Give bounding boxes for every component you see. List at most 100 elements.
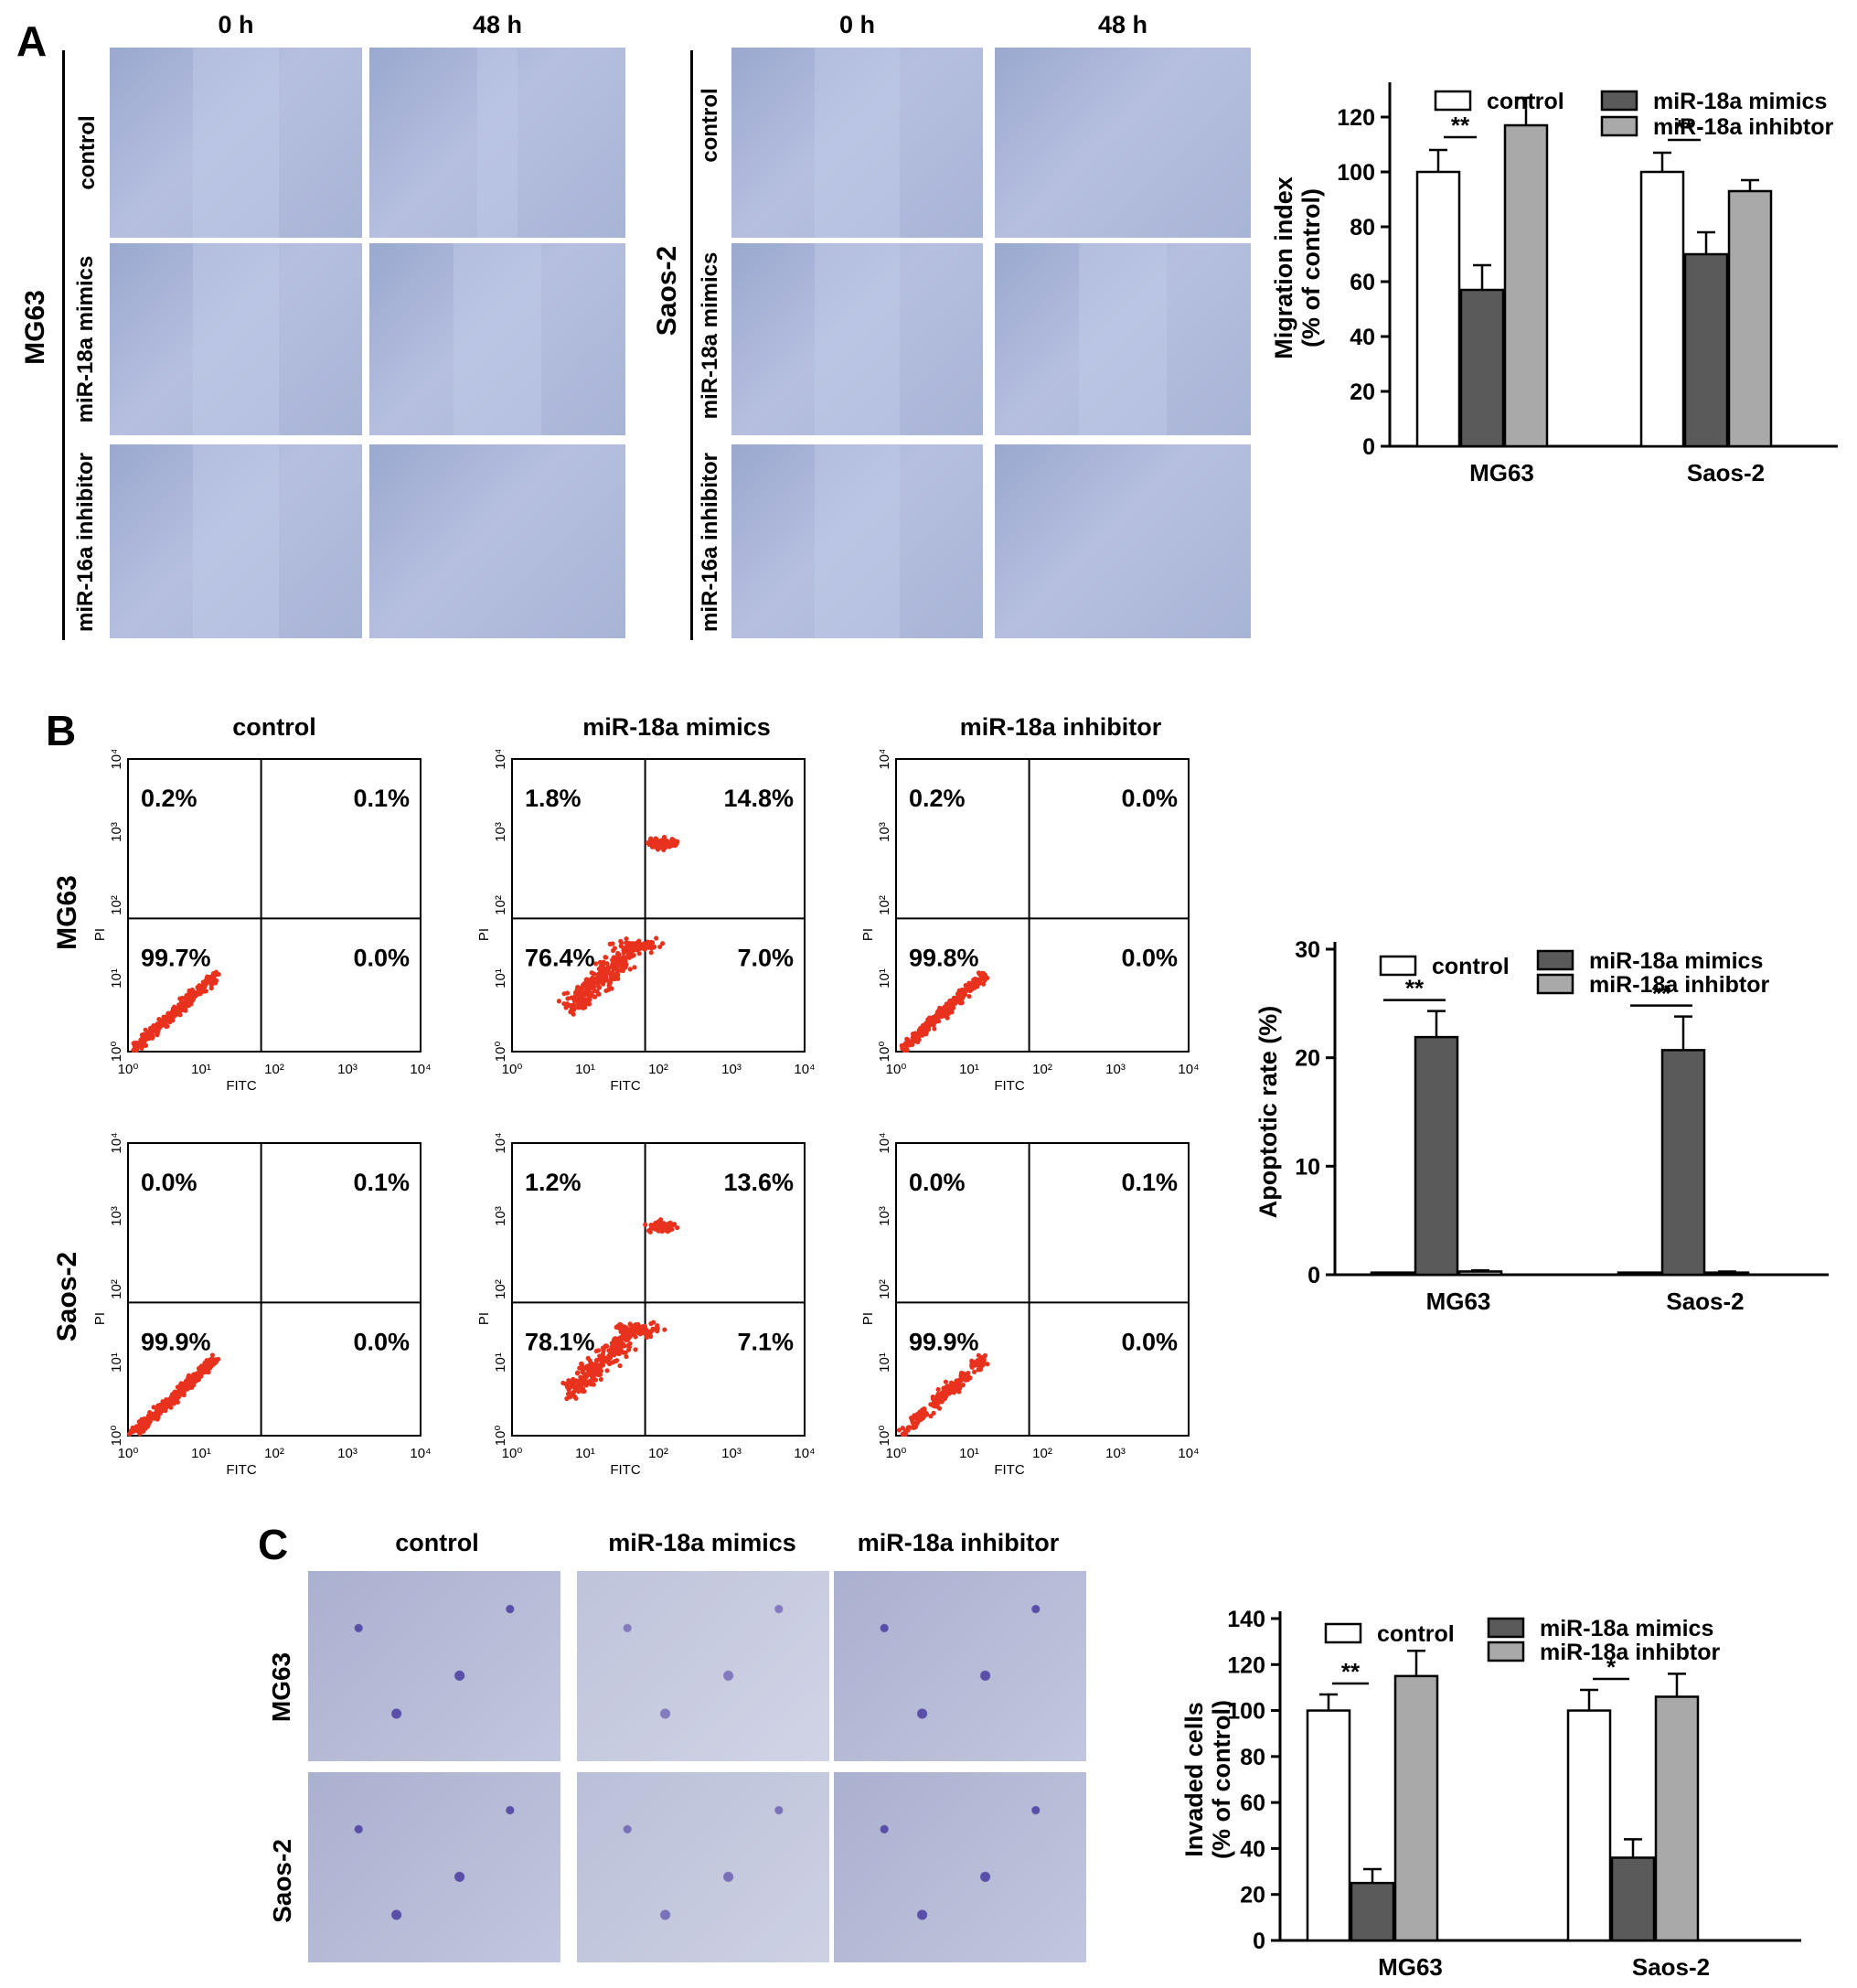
flow-event [584, 977, 590, 982]
flow-event [596, 985, 603, 990]
flow-event [595, 990, 601, 997]
flow-event [618, 967, 624, 973]
y-tick-label: 0 [1307, 1263, 1320, 1288]
flow-event [673, 842, 678, 848]
flow-x-tick: 10³ [337, 1062, 358, 1077]
flow-y-tick: 10² [877, 1279, 892, 1299]
flow-y-tick: 10² [877, 895, 892, 915]
quadrant-label-ur: 13.6% [723, 1169, 794, 1196]
flow-event [950, 999, 956, 1005]
bar [1457, 1270, 1503, 1277]
flow-event [652, 840, 658, 846]
flow-event [560, 1380, 566, 1386]
flow-event [647, 1229, 653, 1234]
flow-event [582, 1365, 587, 1371]
flow-event [175, 1390, 180, 1395]
flow-event [958, 1370, 965, 1376]
flow-event [614, 1324, 619, 1331]
flow-y-tick: 10² [109, 895, 124, 915]
flow-event [934, 1010, 940, 1016]
flow-event [603, 970, 609, 976]
micro-c-mg63-inhibitor [834, 1571, 1086, 1761]
flow-event [583, 984, 589, 989]
flow-event [642, 946, 647, 952]
flow-event [155, 1031, 160, 1037]
flow-event [932, 1026, 937, 1031]
flow-event [976, 1352, 981, 1358]
flow-event [623, 1350, 628, 1355]
quadrant-label-lr: 7.0% [737, 944, 794, 971]
flow-event [963, 1373, 968, 1378]
flow-event [575, 985, 582, 990]
legend-label: miR-18a mimics [1540, 1616, 1713, 1641]
flow-y-tick: 10¹ [493, 1352, 508, 1373]
flow-x-tick: 10⁰ [886, 1446, 907, 1461]
flow-event [630, 944, 635, 949]
flow-event [935, 1394, 941, 1400]
y-tick-label: 20 [1295, 1046, 1320, 1072]
flow-events [560, 1217, 680, 1402]
flow-event [937, 1398, 943, 1404]
flow-x-tick: 10³ [721, 1062, 742, 1077]
bar [1566, 1709, 1612, 1942]
legend-swatch [1536, 949, 1574, 971]
flow-x-tick: 10² [264, 1062, 284, 1077]
y-axis-label: Apoptotic rate (%) [1254, 1006, 1282, 1219]
flow-event [589, 983, 594, 989]
micro-c-saos-inhibitor [834, 1772, 1086, 1962]
flow-event [620, 1335, 625, 1341]
flow-event [938, 1008, 944, 1013]
flow-event [624, 935, 629, 942]
quadrant-label-ur: 0.1% [1121, 1169, 1178, 1196]
flow-event [576, 1389, 582, 1395]
y-axis-label: Invaded cells [1180, 1702, 1208, 1857]
flow-event [654, 935, 659, 941]
y-tick-label: 80 [1350, 215, 1375, 240]
flow-event [565, 1002, 571, 1008]
x-tick-label: Saos-2 [1687, 459, 1765, 486]
flow-event [609, 1344, 614, 1350]
flow-event [933, 1401, 938, 1406]
flow-event [675, 1224, 680, 1231]
flow-x-tick: 10⁰ [502, 1062, 523, 1077]
flow-x-tick: 10² [648, 1062, 668, 1077]
legend-label: miR-18a inhibtor [1653, 114, 1834, 140]
flow-event [643, 1222, 648, 1227]
flow-event [198, 1363, 204, 1370]
flow-event [586, 996, 592, 1002]
flow-event [175, 1010, 180, 1015]
flow-event [168, 1399, 175, 1405]
flow-event [185, 997, 191, 1002]
flow-event [567, 1391, 572, 1396]
flow-event [580, 999, 585, 1005]
quadrant-label-ul: 1.8% [525, 785, 582, 812]
flow-y-label: PI [92, 928, 108, 941]
flow-event [586, 1370, 592, 1376]
flow-y-tick: 10³ [877, 1206, 892, 1226]
flow-x-tick: 10⁴ [410, 1062, 431, 1077]
flow-event [902, 1429, 908, 1435]
panel-letter-b: B [46, 707, 77, 754]
flow-event [571, 1011, 576, 1017]
flow-event [928, 1017, 934, 1022]
bar [1370, 1271, 1415, 1277]
flow-event [592, 1368, 598, 1373]
quadrant-label-lr: 0.0% [353, 944, 410, 971]
flow-event [945, 1015, 950, 1021]
legend-label: miR-18a inhibtor [1589, 972, 1770, 998]
bar [1639, 170, 1685, 448]
bar [1459, 288, 1505, 448]
legend-label: miR-18a inhibtor [1540, 1640, 1721, 1665]
bar [1610, 1856, 1656, 1942]
flow-x-tick: 10³ [337, 1446, 358, 1461]
flow-event [208, 982, 214, 988]
quadrant-label-ul: 1.2% [525, 1169, 582, 1196]
micro-a-mg63-mimics-0h [110, 243, 362, 435]
micro-a-mg63-control-48h [369, 48, 625, 238]
flow-event [923, 1410, 929, 1416]
flow-event [143, 1419, 148, 1425]
flow-events [896, 1352, 990, 1437]
row-label-a-saos-mimics: miR-18a mimics [698, 251, 722, 420]
flow-event [208, 1365, 213, 1371]
legend-swatch [1324, 1622, 1362, 1644]
